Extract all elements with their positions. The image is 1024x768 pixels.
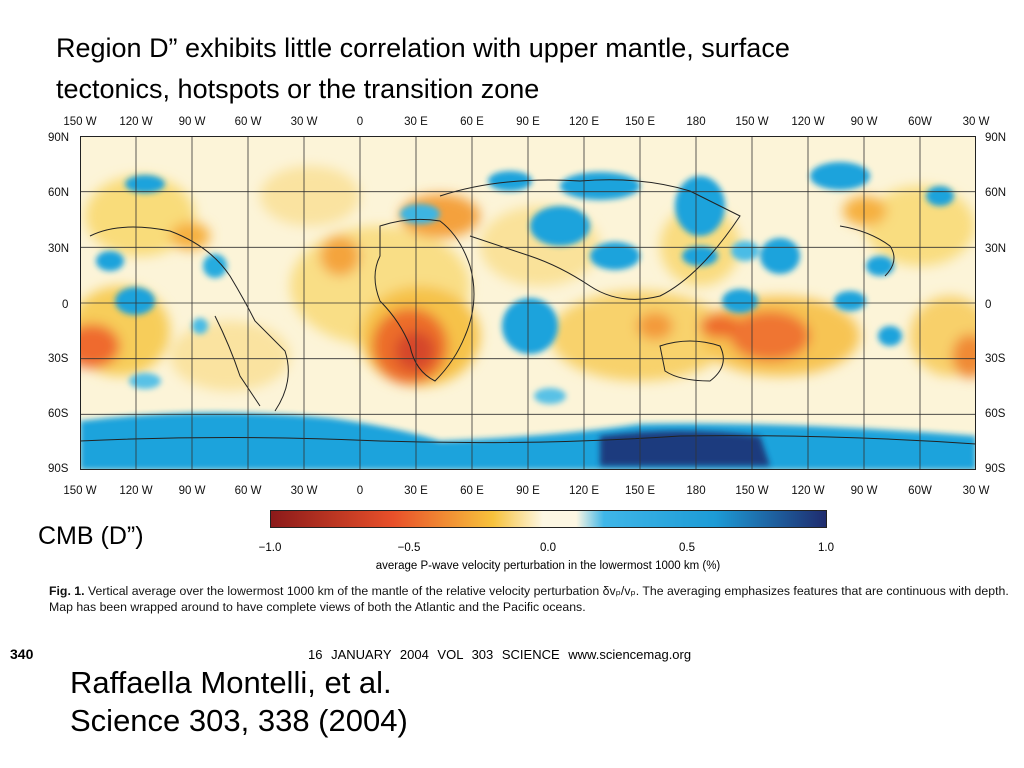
lat-label: 30S: [985, 353, 1006, 365]
lat-label: 0: [62, 299, 69, 311]
lat-label: 90S: [48, 463, 69, 475]
lon-label: 60W: [908, 116, 932, 128]
lon-label: 90 W: [178, 485, 206, 497]
lon-label: 30 W: [962, 485, 990, 497]
citation-line-2: Science 303, 338 (2004): [70, 703, 408, 738]
lon-label: 60 E: [460, 485, 484, 497]
lon-label: 90 W: [850, 485, 878, 497]
citation-line-1: Raffaella Montelli, et al.: [70, 665, 392, 700]
colorbar-tick: 1.0: [818, 542, 834, 554]
lat-label: 30N: [985, 243, 1007, 255]
lat-label: 30S: [48, 353, 69, 365]
lon-label: 60 W: [234, 116, 262, 128]
lon-label: 30 E: [404, 116, 428, 128]
coastlines: [80, 179, 976, 445]
lon-label: 180: [686, 485, 706, 497]
lon-label: 60W: [908, 485, 932, 497]
colorbar-label: average P-wave velocity perturbation in …: [375, 560, 721, 572]
antarctic-strong-anomaly: [600, 431, 770, 466]
lon-label: 0: [356, 116, 364, 128]
lon-label: 150 W: [63, 116, 97, 128]
slide-title: Region D” exhibits little correlation wi…: [56, 28, 956, 110]
lon-label: 120 E: [568, 116, 600, 128]
map-frame: [80, 136, 976, 470]
lat-label: 60S: [985, 408, 1006, 420]
caption-fig-label: Fig. 1.: [49, 584, 85, 598]
caption-text: Vertical average over the lowermost 1000…: [49, 584, 1009, 614]
journal-footer: 16 JANUARY 2004 VOL 303 SCIENCE www.scie…: [308, 647, 692, 662]
lon-label: 120 W: [119, 485, 153, 497]
lat-label: 0: [985, 299, 992, 311]
tomography-map: [80, 136, 976, 470]
lon-label: 150 E: [624, 485, 656, 497]
lon-label: 120 E: [568, 485, 600, 497]
colorbar-tick: −0.5: [397, 542, 421, 554]
lon-label: 120 W: [791, 485, 825, 497]
colorbar-tick: 0.0: [540, 542, 556, 554]
lon-label: 60 W: [234, 485, 262, 497]
lon-label: 90 E: [516, 485, 540, 497]
colorbar: [270, 510, 827, 528]
lon-label: 90 W: [178, 116, 206, 128]
page-number: 340: [10, 646, 34, 662]
lon-label: 30 E: [404, 485, 428, 497]
lat-label: 60N: [48, 187, 70, 199]
lon-label: 90 E: [516, 116, 540, 128]
lon-label: 30 W: [290, 485, 318, 497]
lat-label: 60N: [985, 187, 1007, 199]
colorbar-tick: −1.0: [258, 542, 282, 554]
lat-label: 90N: [985, 132, 1007, 144]
lat-label: 90N: [48, 132, 70, 144]
lon-label: 120 W: [791, 116, 825, 128]
lat-label: 90S: [985, 463, 1006, 475]
title-line-2: tectonics, hotspots or the transition zo…: [56, 74, 540, 104]
cmb-label: CMB (D”): [38, 522, 144, 550]
lon-label: 60 E: [460, 116, 484, 128]
lon-label: 90 W: [850, 116, 878, 128]
title-line-1: Region D” exhibits little correlation wi…: [56, 33, 790, 63]
lon-label: 150 W: [63, 485, 97, 497]
lon-label: 0: [356, 485, 364, 497]
lon-label: 120 W: [119, 116, 153, 128]
lon-label: 150 W: [735, 116, 769, 128]
lon-label: 30 W: [290, 116, 318, 128]
graticule: [80, 136, 976, 470]
lat-label: 30N: [48, 243, 70, 255]
figure-caption: Fig. 1. Vertical average over the lowerm…: [49, 583, 1014, 615]
citation: Raffaella Montelli, et al. Science 303, …: [70, 664, 408, 740]
lon-label: 30 W: [962, 116, 990, 128]
colorbar-tick: 0.5: [679, 542, 695, 554]
lon-label: 150 W: [735, 485, 769, 497]
lon-label: 180: [686, 116, 706, 128]
lon-label: 150 E: [624, 116, 656, 128]
lat-label: 60S: [48, 408, 69, 420]
map-svg: [80, 136, 976, 470]
